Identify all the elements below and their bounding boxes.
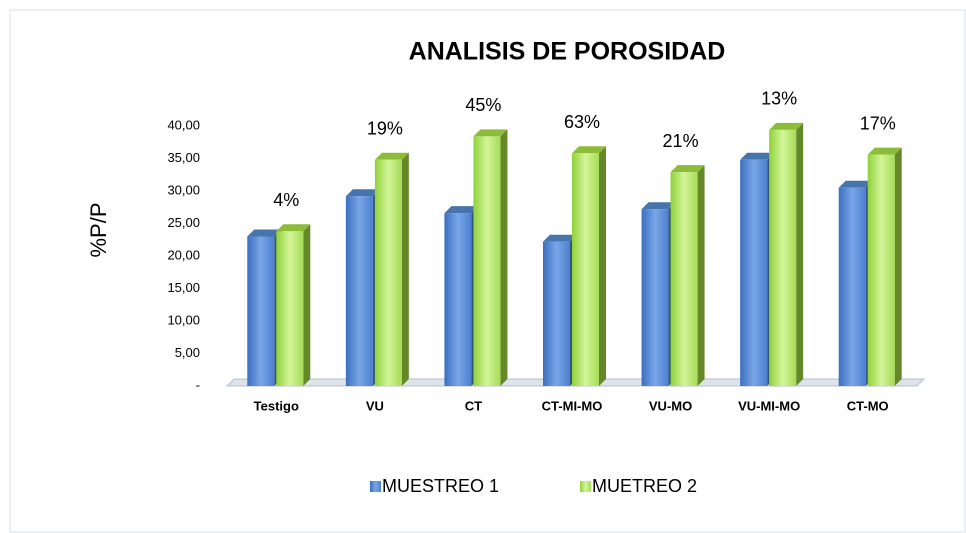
bar-top [247, 229, 282, 237]
y-tick-label: 40,00 [167, 117, 200, 132]
bar [345, 189, 380, 386]
legend-swatch [370, 481, 381, 492]
bar-top [641, 202, 676, 210]
bar-front [345, 196, 373, 386]
y-tick-label: 10,00 [167, 312, 200, 327]
legend-swatch [580, 481, 591, 492]
bar-side [697, 165, 705, 386]
bar [769, 122, 804, 387]
bar-side [303, 224, 311, 386]
y-tick-label: 30,00 [167, 182, 200, 197]
bar [867, 147, 902, 386]
bar-front [374, 159, 402, 386]
bar-front [247, 236, 275, 386]
annotation: 13% [761, 89, 797, 109]
bar-top [867, 147, 902, 155]
bar-front [276, 231, 304, 386]
y-tick-label: 35,00 [167, 150, 200, 165]
bar [473, 129, 508, 386]
bar-front [444, 213, 472, 386]
bar-top [374, 152, 409, 160]
annotation: 19% [367, 119, 403, 139]
bar [543, 234, 577, 386]
bar-front [769, 129, 797, 386]
annotation: 63% [564, 112, 600, 132]
bar-top [444, 206, 479, 214]
bar-front [543, 241, 570, 386]
annotation: 4% [273, 190, 299, 210]
x-tick-label: VU-MI-MO [738, 398, 800, 413]
bar-top [473, 129, 508, 137]
x-tick-label: CT-MI-MO [542, 398, 603, 413]
bar-front [867, 154, 895, 386]
y-axis-label: %P/P [86, 202, 111, 257]
annotation: 17% [860, 113, 896, 133]
bar-front [740, 159, 768, 386]
bar-top [345, 189, 380, 197]
bar [838, 180, 873, 386]
x-tick-label: VU [366, 398, 384, 413]
bar-side [500, 129, 508, 386]
bar [740, 152, 775, 386]
y-tick-label: 20,00 [167, 247, 200, 262]
x-tick-label: Testigo [254, 398, 299, 413]
y-tick-label: 5,00 [175, 345, 200, 360]
bar-side [599, 146, 606, 386]
x-tick-label: CT-MO [847, 398, 889, 413]
y-tick-label: 25,00 [167, 215, 200, 230]
bar-top [769, 122, 804, 130]
bar [572, 146, 606, 386]
bar-top [740, 152, 775, 160]
x-tick-label: VU-MO [649, 398, 692, 413]
y-tick-label: - [196, 377, 200, 392]
chart-title: ANALISIS DE POROSIDAD [409, 38, 726, 66]
x-tick-label: CT [465, 398, 482, 413]
bar-top [670, 165, 705, 173]
bar-side [894, 147, 902, 386]
bar-top [838, 180, 873, 188]
annotation: 21% [663, 131, 699, 151]
bar-front [572, 153, 599, 386]
bar-front [838, 187, 866, 386]
bar [247, 229, 282, 386]
bar-side [401, 152, 409, 386]
y-tick-label: 15,00 [167, 280, 200, 295]
bar-front [641, 209, 669, 386]
bar [444, 206, 479, 386]
bar [670, 165, 705, 386]
bar-front [473, 136, 501, 386]
bar [641, 202, 676, 386]
bar-front [670, 172, 698, 386]
bar-top [572, 146, 606, 154]
legend-label: MUESTREO 1 [382, 476, 499, 496]
bar-top [543, 234, 577, 242]
bar [374, 152, 409, 386]
bar-top [276, 224, 311, 232]
chart-border [9, 9, 966, 533]
annotation: 45% [465, 95, 501, 115]
bar [276, 224, 311, 386]
bar-side [796, 122, 804, 387]
legend-label: MUETREO 2 [592, 476, 697, 496]
